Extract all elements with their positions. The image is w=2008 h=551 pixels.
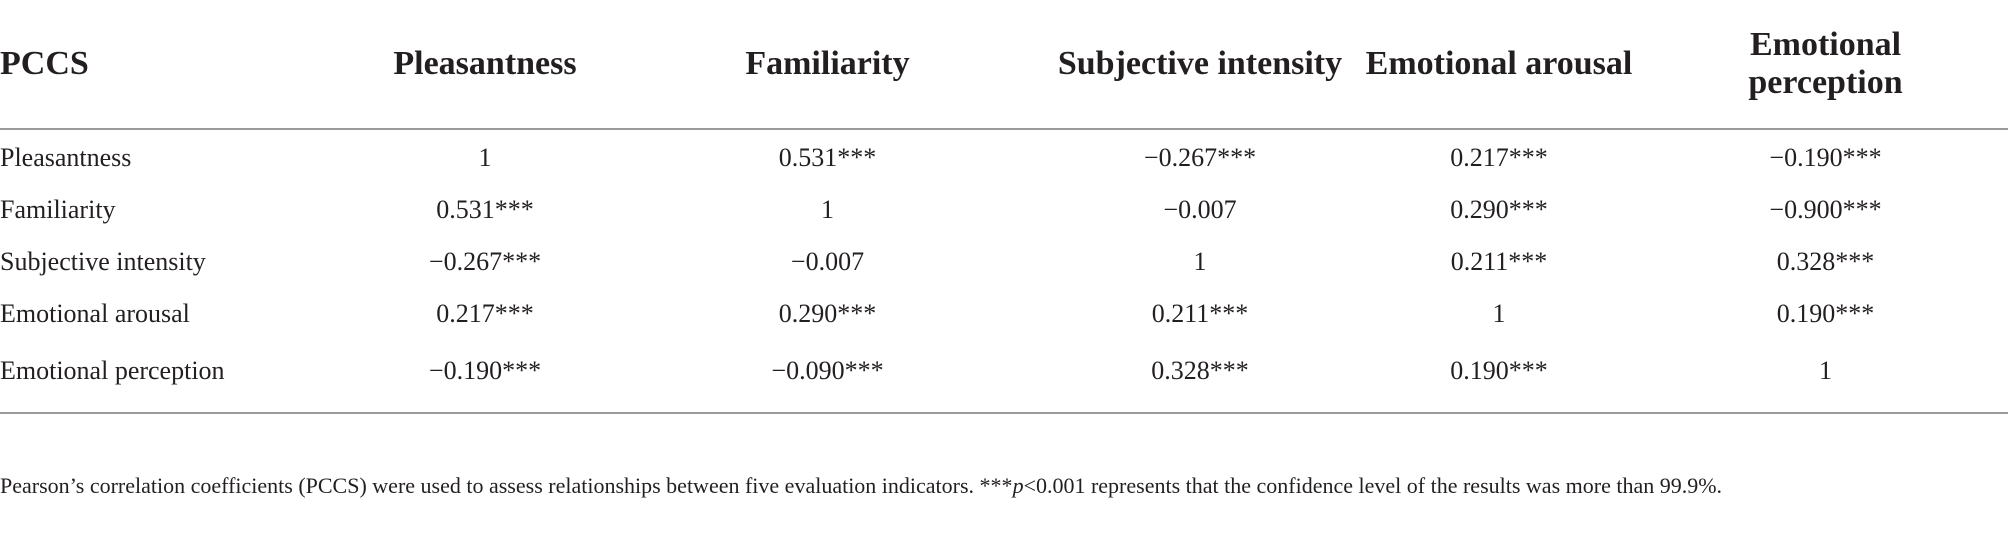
table-row: Pleasantness 1 0.531*** −0.267*** 0.217*…: [0, 129, 2008, 184]
table-cell: 0.290***: [1450, 195, 1548, 224]
table-row: Subjective intensity −0.267*** −0.007 1 …: [0, 236, 2008, 288]
table-cell: 0.190***: [1355, 340, 1643, 414]
table-cell: 1: [1643, 340, 2008, 414]
table-cell: 0.328***: [1045, 340, 1355, 414]
header-cell-emotional-arousal: Emotional arousal: [1355, 0, 1643, 130]
row-label-cell: Emotional arousal: [0, 299, 190, 328]
table-cell: −0.267***: [428, 247, 542, 276]
table-cell: −0.190***: [360, 340, 610, 414]
table-cell: 1: [478, 143, 492, 172]
table-cell: 0.531***: [778, 143, 877, 172]
table-cell: −0.190***: [1769, 143, 1882, 172]
header-row: PCCS Pleasantness Familiarity Subjective…: [0, 0, 2008, 130]
table-row: Emotional arousal 0.217*** 0.290*** 0.21…: [0, 288, 2008, 340]
table-header: PCCS Pleasantness Familiarity Subjective…: [0, 0, 2008, 130]
correlation-table: PCCS Pleasantness Familiarity Subjective…: [0, 0, 2008, 414]
table-cell: −0.267***: [1143, 143, 1257, 172]
correlation-table-container: PCCS Pleasantness Familiarity Subjective…: [0, 0, 2008, 414]
table-cell: −0.007: [1163, 195, 1237, 224]
table-cell: 0.328***: [1776, 247, 1875, 276]
header-cell-emotional-perception: Emotional perception: [1643, 0, 2008, 130]
table-cell: 0.217***: [1450, 143, 1548, 172]
table-cell: −0.090***: [610, 340, 1045, 414]
table-cell: 0.290***: [778, 299, 877, 328]
table-cell: 0.217***: [436, 299, 534, 328]
row-label-cell: Emotional perception: [0, 340, 360, 414]
table-cell: 1: [821, 195, 834, 224]
row-label-cell: Pleasantness: [0, 143, 132, 172]
header-cell-subjective-intensity: Subjective intensity: [1045, 0, 1355, 130]
table-cell: 0.211***: [1450, 247, 1548, 276]
footnote-p-symbol: p: [1012, 473, 1024, 498]
table-cell: 0.211***: [1151, 299, 1249, 328]
row-label-cell: Familiarity: [0, 195, 116, 224]
table-cell: 1: [1492, 299, 1506, 328]
header-cell-familiarity: Familiarity: [610, 0, 1045, 130]
table-footnote: Pearson’s correlation coefficients (PCCS…: [0, 468, 1990, 503]
table-cell: −0.900***: [1769, 195, 1882, 224]
table-body: Pleasantness 1 0.531*** −0.267*** 0.217*…: [0, 129, 2008, 414]
table-cell: −0.007: [790, 247, 865, 276]
table-row: Familiarity 0.531*** 1 −0.007 0.290*** −…: [0, 184, 2008, 236]
table-cell: 0.531***: [436, 195, 534, 224]
table-row: Emotional perception −0.190*** −0.090***…: [0, 340, 2008, 414]
footnote-text-end: <0.001 represents that the confidence le…: [1023, 473, 1723, 498]
header-cell-pccs: PCCS: [0, 0, 360, 130]
footnote-text-start: Pearson’s correlation coefficients (PCCS…: [0, 473, 1013, 498]
table-cell: 0.190***: [1776, 299, 1875, 328]
header-cell-pleasantness: Pleasantness: [360, 0, 610, 130]
row-label-cell: Subjective intensity: [0, 247, 206, 276]
table-cell: 1: [1193, 247, 1207, 276]
